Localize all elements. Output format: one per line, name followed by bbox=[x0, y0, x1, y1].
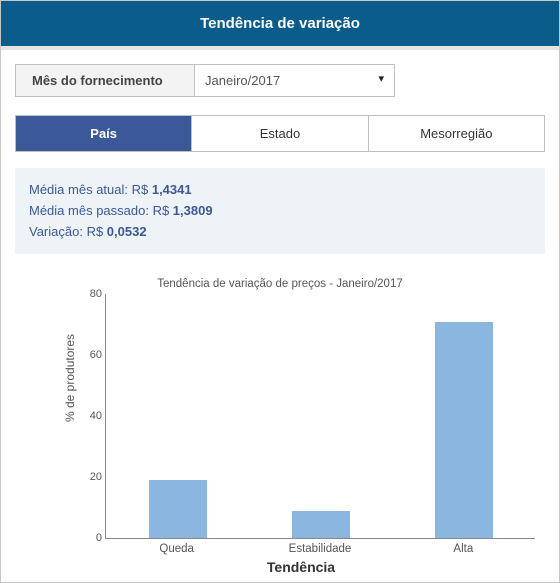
chart-body: % de produtores 020406080 bbox=[57, 294, 535, 539]
chart-xlabel: Tendência bbox=[57, 555, 545, 575]
stat-current-value: 1,4341 bbox=[152, 182, 192, 197]
chart-ytick-label: 0 bbox=[74, 532, 102, 544]
chart-ytick-label: 40 bbox=[74, 410, 102, 422]
stat-variation-label: Variação: R$ bbox=[29, 224, 107, 239]
stats-panel: Média mês atual: R$ 1,4341 Média mês pas… bbox=[15, 168, 545, 254]
chart-xticks: QuedaEstabilidadeAlta bbox=[105, 539, 535, 555]
month-dropdown[interactable]: Janeiro/2017 bbox=[195, 64, 395, 97]
chart-plot-area: 020406080 bbox=[105, 294, 535, 539]
chart-bar bbox=[149, 480, 207, 538]
stat-variation-value: 0,0532 bbox=[107, 224, 147, 239]
stat-past-value: 1,3809 bbox=[173, 203, 213, 218]
stat-current: Média mês atual: R$ 1,4341 bbox=[29, 180, 531, 201]
month-selector: Mês do fornecimento Janeiro/2017 bbox=[15, 64, 545, 97]
stat-past-label: Média mês passado: R$ bbox=[29, 203, 173, 218]
tab-mesorregiao[interactable]: Mesorregião bbox=[368, 116, 544, 151]
chart-ytick-label: 20 bbox=[74, 471, 102, 483]
chart-xtick-label: Alta bbox=[392, 543, 535, 555]
chart-xtick-label: Estabilidade bbox=[248, 543, 391, 555]
chart-ytick-label: 60 bbox=[74, 349, 102, 361]
stat-current-label: Média mês atual: R$ bbox=[29, 182, 152, 197]
month-label: Mês do fornecimento bbox=[15, 64, 195, 97]
app-window: Tendência de variação Mês do forneciment… bbox=[0, 0, 560, 583]
chart-ylabel: % de produtores bbox=[63, 334, 77, 422]
chart-bar bbox=[435, 322, 493, 539]
page-title: Tendência de variação bbox=[1, 1, 559, 50]
content: Mês do fornecimento Janeiro/2017 País Es… bbox=[1, 50, 559, 583]
tab-estado[interactable]: Estado bbox=[191, 116, 367, 151]
chart-xtick-label: Queda bbox=[105, 543, 248, 555]
stat-past: Média mês passado: R$ 1,3809 bbox=[29, 201, 531, 222]
chart-ytick-label: 80 bbox=[74, 288, 102, 300]
stat-variation: Variação: R$ 0,0532 bbox=[29, 222, 531, 243]
tab-pais[interactable]: País bbox=[16, 116, 191, 151]
region-tabs: País Estado Mesorregião bbox=[15, 115, 545, 152]
chart-bar bbox=[292, 511, 350, 538]
chart: Tendência de variação de preços - Janeir… bbox=[15, 278, 545, 578]
